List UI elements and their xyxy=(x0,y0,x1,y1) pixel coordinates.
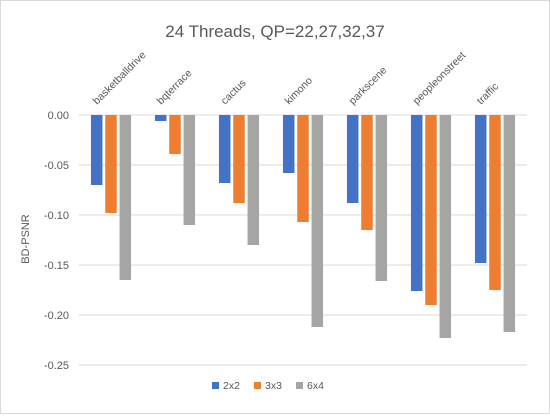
y-tick-label: -0.25 xyxy=(44,360,69,372)
legend-swatch xyxy=(296,382,303,389)
category-label: parkscene xyxy=(347,64,390,107)
bar-6x4 xyxy=(503,115,516,332)
bar-6x4 xyxy=(183,115,196,225)
category-label: cactus xyxy=(219,77,249,107)
bar-6x4 xyxy=(311,115,324,327)
bar-2x2 xyxy=(90,115,103,185)
y-axis-label: BD-PSNR xyxy=(20,214,32,264)
legend-label: 3x3 xyxy=(265,380,282,392)
bar-2x2 xyxy=(474,115,487,263)
y-tick-label: -0.15 xyxy=(44,260,69,272)
y-tick-label: -0.20 xyxy=(44,310,69,322)
bar-6x4 xyxy=(119,115,132,280)
legend-swatch xyxy=(212,382,219,389)
bar-2x2 xyxy=(410,115,423,291)
legend-swatch xyxy=(254,382,261,389)
bar-6x4 xyxy=(439,115,452,338)
category-label: traffic xyxy=(475,81,502,108)
bar-3x3 xyxy=(425,115,437,305)
bar-3x3 xyxy=(297,115,309,222)
bar-6x4 xyxy=(247,115,260,245)
legend-label: 2x2 xyxy=(223,380,240,392)
bar-2x2 xyxy=(154,115,167,121)
category-label: bqterrace xyxy=(155,67,195,107)
bar-3x3 xyxy=(169,115,181,154)
y-tick-label: 0.00 xyxy=(48,110,69,122)
bars xyxy=(90,115,516,338)
bar-3x3 xyxy=(489,115,501,290)
category-label: peopleonstreet xyxy=(411,49,469,107)
bar-6x4 xyxy=(375,115,388,281)
category-label: kimono xyxy=(283,75,316,108)
y-tick-label: -0.10 xyxy=(44,210,69,222)
category-labels: basketballdrive bqterrace cactus kimono park… xyxy=(91,49,502,107)
y-axis-ticks: 0.00 -0.05 -0.10 -0.15 -0.20 -0.25 xyxy=(44,110,69,372)
y-tick-label: -0.05 xyxy=(44,160,69,172)
category-label: basketballdrive xyxy=(91,49,149,107)
bar-2x2 xyxy=(282,115,295,173)
chart-title: 24 Threads, QP=22,27,32,37 xyxy=(165,22,384,41)
bar-2x2 xyxy=(218,115,231,183)
bar-3x3 xyxy=(361,115,373,230)
legend: 2x2 3x3 6x4 xyxy=(212,380,324,392)
bar-3x3 xyxy=(105,115,117,213)
legend-label: 6x4 xyxy=(307,380,324,392)
bar-2x2 xyxy=(346,115,359,203)
bar-3x3 xyxy=(233,115,245,203)
